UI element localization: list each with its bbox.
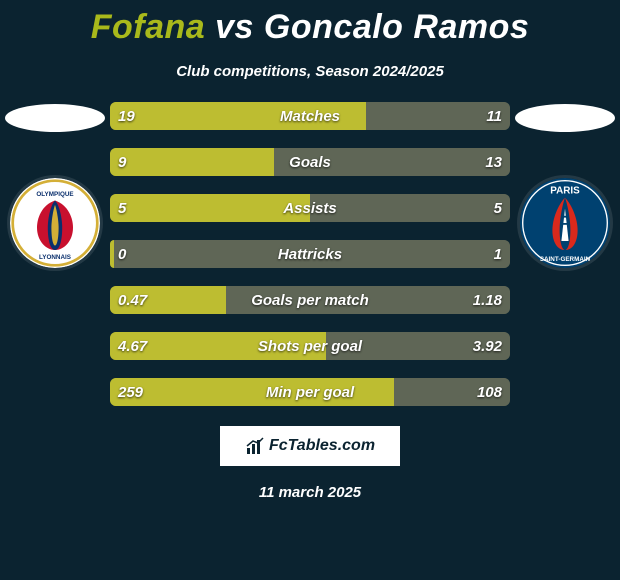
comparison-area: OLYMPIQUE LYONNAIS PARIS SAINT-GERMAIN: [0, 102, 620, 406]
club-badge-lyon: OLYMPIQUE LYONNAIS: [10, 178, 100, 268]
stat-highlight-right: [326, 332, 510, 360]
stat-highlight-left: [110, 286, 226, 314]
stat-highlight-left: [110, 378, 394, 406]
stat-highlight-left: [110, 332, 326, 360]
stat-highlight-right: [394, 378, 510, 406]
stat-highlight-right: [366, 102, 510, 130]
title-player1: Fofana: [91, 8, 205, 46]
stat-row: Goals per match0.471.18: [110, 286, 510, 314]
left-player-column: OLYMPIQUE LYONNAIS: [0, 102, 110, 268]
svg-text:LYONNAIS: LYONNAIS: [39, 254, 71, 261]
right-player-column: PARIS SAINT-GERMAIN: [510, 102, 620, 268]
club-badge-psg: PARIS SAINT-GERMAIN: [520, 178, 610, 268]
chart-icon: [245, 436, 265, 456]
stat-highlight-right: [274, 148, 510, 176]
page-title: Fofana vs Goncalo Ramos: [0, 0, 620, 47]
site-name: FcTables.com: [269, 437, 375, 455]
player-photo-placeholder-left: [5, 104, 105, 132]
svg-text:PARIS: PARIS: [550, 185, 580, 196]
stat-highlight-left: [110, 194, 310, 222]
stat-row: Shots per goal4.673.92: [110, 332, 510, 360]
stat-highlight-left: [110, 148, 274, 176]
title-vs: vs: [215, 8, 254, 46]
svg-text:OLYMPIQUE: OLYMPIQUE: [36, 191, 73, 198]
stat-bars: Matches1911 Goals913 Assists55 Hattricks01 G…: [110, 102, 510, 406]
stat-row: Matches1911: [110, 102, 510, 130]
svg-text:SAINT-GERMAIN: SAINT-GERMAIN: [540, 256, 591, 263]
stat-highlight-right: [114, 240, 510, 268]
stat-highlight-right: [310, 194, 510, 222]
stat-highlight-left: [110, 102, 366, 130]
player-photo-placeholder-right: [515, 104, 615, 132]
title-player2: Goncalo Ramos: [264, 8, 529, 46]
stat-row: Min per goal259108: [110, 378, 510, 406]
site-logo[interactable]: FcTables.com: [220, 426, 400, 466]
date-label: 11 march 2025: [0, 484, 620, 501]
stat-row: Assists55: [110, 194, 510, 222]
stat-row: Goals913: [110, 148, 510, 176]
stat-highlight-right: [226, 286, 510, 314]
subtitle: Club competitions, Season 2024/2025: [0, 63, 620, 80]
stat-row: Hattricks01: [110, 240, 510, 268]
